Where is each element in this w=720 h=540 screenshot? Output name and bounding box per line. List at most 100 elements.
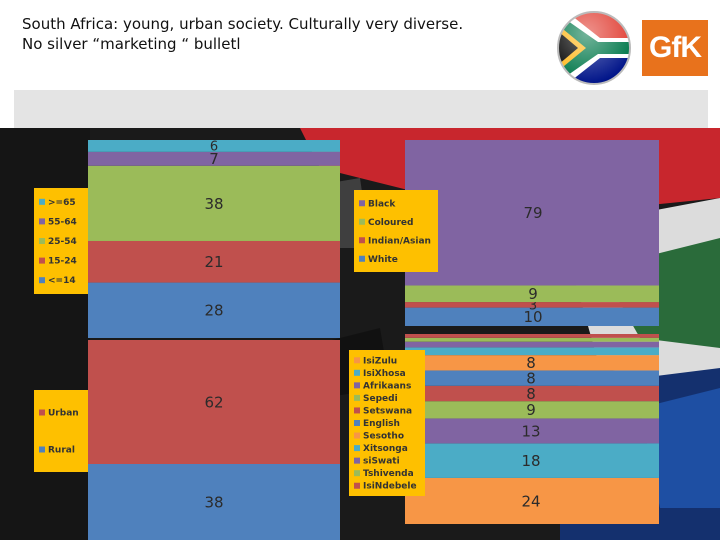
title-line-1: South Africa: young, urban society. Cult…	[22, 15, 464, 33]
legends: >=65 55-64 25-54 15-24 <=14 Black Coloured Indi…	[34, 188, 438, 496]
data-label-14: 28	[204, 302, 223, 320]
data-label-55-64: 7	[209, 150, 219, 168]
gfk-logo: GfK	[642, 20, 708, 76]
legend-swatch-black	[359, 200, 365, 207]
bar-segment-tshivenda	[405, 337, 659, 342]
bar-segment-isixhosa	[405, 443, 659, 478]
legend-box	[349, 350, 425, 496]
grey-band	[14, 90, 708, 128]
legend-swatch-afrikaans	[354, 382, 360, 389]
legend-swatch-tshivenda	[354, 470, 360, 477]
legend-label-15-24: 15-24	[48, 257, 77, 267]
legend-swatch-english	[354, 420, 360, 426]
data-label-english: 8	[526, 370, 536, 388]
data-label-65: 6	[210, 140, 218, 155]
bar-segment-indian-asian	[405, 302, 659, 308]
legend-label-indian-asian: Indian/Asian	[368, 236, 431, 246]
bar-segment-siswati	[405, 341, 659, 348]
legend-swatch-isindebele	[354, 482, 360, 489]
data-label-sesotho: 8	[526, 354, 536, 372]
legend-swatch-sesotho	[354, 432, 360, 439]
legend-label-25-54: 25-54	[48, 237, 77, 247]
bar-segment-sesotho	[405, 355, 659, 371]
legend-label-coloured: Coloured	[368, 218, 413, 228]
legend-label-isindebele: IsiNdebele	[363, 482, 417, 492]
legend-swatch-coloured	[359, 218, 365, 225]
legend-swatch-indian-asian	[359, 237, 365, 244]
legend-label-xitsonga: Xitsonga	[363, 444, 408, 454]
legend-swatch-isizulu	[354, 357, 360, 364]
legend-label-urban: Urban	[48, 409, 79, 419]
bar-segment-15-24	[88, 240, 340, 283]
bar-segment-xitsonga	[405, 347, 659, 356]
legend-label-sesotho: Sesotho	[363, 432, 404, 442]
chart-panel: 28 21 38 7 6 10 3 9 79 38 62 24 18 13 9 8 8 8 >=65 55-64 25…	[0, 128, 720, 540]
legend-4: IsiZulu IsiXhosa Afrikaans Sepedi Setswana En…	[349, 350, 425, 496]
legend-swatch-14	[39, 277, 45, 284]
legend-swatch-xitsonga	[354, 445, 360, 452]
bar-segment-25-54	[88, 165, 340, 241]
legend-swatch-isixhosa	[354, 369, 360, 376]
data-label-white: 10	[523, 308, 542, 326]
legend-label-14: <=14	[48, 276, 76, 286]
data-label-25-54: 38	[204, 195, 223, 213]
legend-label-english: English	[363, 419, 400, 429]
legend-label-siswati: siSwati	[363, 457, 400, 467]
bar-segment-white	[405, 307, 659, 326]
bar-segment-english	[405, 370, 659, 386]
legend-swatch-siswati	[354, 457, 360, 464]
legend-swatch-rural	[39, 446, 45, 453]
legend-label-afrikaans: Afrikaans	[363, 381, 411, 391]
legend-swatch-55-64	[39, 218, 45, 225]
bar-segment-setswana	[405, 385, 659, 402]
data-label-black: 79	[523, 204, 542, 222]
legend-swatch-sepedi	[354, 394, 360, 401]
title-line-2: No silver “marketing “ bulletl	[22, 35, 241, 53]
legend-2: Black Coloured Indian/Asian White	[354, 190, 438, 272]
bar-segment-sepedi	[405, 401, 659, 419]
legend-swatch-white	[359, 255, 365, 262]
bar-segment-65	[88, 140, 340, 152]
south-africa-flag-icon	[557, 11, 631, 85]
legend-label-white: White	[368, 255, 398, 265]
legend-box	[34, 390, 88, 472]
data-label-afrikaans: 13	[521, 422, 540, 440]
legend-label-isizulu: IsiZulu	[363, 356, 397, 366]
data-label-urban: 62	[204, 393, 223, 411]
data-label-15-24: 21	[204, 253, 223, 271]
legend-label-65: >=65	[48, 198, 76, 208]
legend-label-black: Black	[368, 199, 396, 209]
data-label-isixhosa: 18	[521, 452, 540, 470]
data-label-coloured: 9	[528, 285, 538, 303]
data-label-indian-asian: 3	[529, 299, 537, 314]
bar-segment-black	[405, 140, 659, 286]
legend-label-isixhosa: IsiXhosa	[363, 369, 406, 379]
legend-box	[354, 190, 438, 272]
bar-segment-coloured	[405, 285, 659, 303]
legend-3: Urban Rural	[34, 390, 88, 472]
legend-label-55-64: 55-64	[48, 217, 77, 227]
chart-3: 38 62	[88, 340, 340, 540]
bar-segment-isindebele	[405, 334, 659, 338]
legend-swatch-25-54	[39, 238, 45, 244]
data-label-sepedi: 9	[526, 401, 536, 419]
legend-1: >=65 55-64 25-54 15-24 <=14	[34, 188, 88, 294]
chart-1: 28 21 38 76	[88, 140, 340, 338]
legend-swatch-65	[39, 198, 45, 205]
legend-swatch-15-24	[39, 257, 45, 264]
data-label-setswana: 8	[526, 385, 536, 403]
bar-segment-afrikaans	[405, 418, 659, 444]
legend-label-sepedi: Sepedi	[363, 394, 398, 404]
data-label-isizulu: 24	[521, 492, 540, 510]
slide-title: South Africa: young, urban society. Cult…	[22, 14, 463, 54]
bar-segment-14	[88, 282, 340, 338]
data-label-rural: 38	[204, 493, 223, 511]
legend-swatch-urban	[39, 409, 45, 416]
bar-segment-55-64	[88, 151, 340, 166]
bar-segment-rural	[88, 464, 340, 540]
legend-swatch-setswana	[354, 407, 360, 414]
